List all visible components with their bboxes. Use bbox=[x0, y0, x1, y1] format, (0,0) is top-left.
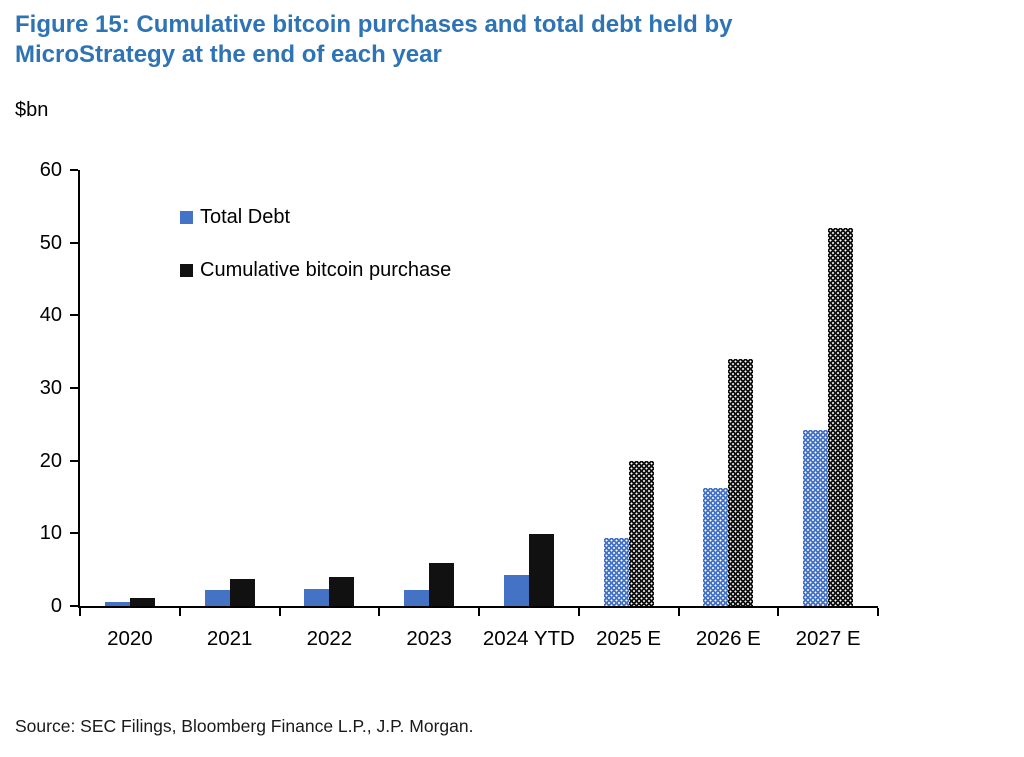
y-axis-tick-label: 60 bbox=[39, 159, 62, 181]
y-axis-tick bbox=[70, 532, 78, 535]
bar-total-debt-2020 bbox=[104, 602, 130, 606]
bar-total-debt-2023 bbox=[404, 590, 430, 606]
x-axis-tick bbox=[877, 608, 879, 616]
x-axis-label-2021: 2021 bbox=[206, 627, 253, 650]
bar-cumulative-bitcoin-purchase-2023 bbox=[429, 563, 455, 606]
y-axis-tick-label: 30 bbox=[39, 377, 62, 399]
plot-area: Total Debt Cumulative bitcoin purchase 0 1… bbox=[40, 159, 879, 650]
x-axis-tick bbox=[677, 608, 680, 616]
bar-cumulative-bitcoin-purchase-2024-ytd bbox=[528, 534, 554, 606]
bar-cumulative-bitcoin-purchase-2025-e bbox=[628, 460, 654, 606]
y-axis-tick-label: 10 bbox=[39, 522, 62, 545]
bar-total-debt-2025-e bbox=[603, 538, 629, 606]
x-axis-tick bbox=[178, 608, 181, 616]
legend-item-cumulative-bitcoin-purchase: Cumulative bitcoin purchase bbox=[180, 259, 451, 282]
x-axis-tick bbox=[577, 608, 580, 616]
x-axis-label-2020: 2020 bbox=[107, 627, 153, 650]
x-axis-label-2025-e: 2025 E bbox=[596, 627, 662, 650]
x-axis-tick bbox=[79, 608, 81, 616]
bar-total-debt-2027-e bbox=[803, 430, 829, 606]
bar-cumulative-bitcoin-purchase-2027-e bbox=[828, 228, 854, 606]
legend-item-total-debt: Total Debt bbox=[180, 206, 451, 229]
x-axis-label-2023: 2023 bbox=[406, 627, 452, 650]
y-axis-tick bbox=[70, 241, 78, 244]
x-axis-label-2027-e: 2027 E bbox=[795, 627, 861, 650]
y-axis-tick bbox=[70, 605, 78, 607]
legend-label-total-debt: Total Debt bbox=[200, 206, 291, 228]
legend-label-cumulative-bitcoin-purchase: Cumulative bitcoin purchase bbox=[200, 259, 452, 281]
x-axis-tick bbox=[777, 608, 780, 616]
bar-cumulative-bitcoin-purchase-2026-e bbox=[728, 358, 754, 606]
bar-total-debt-2022 bbox=[304, 588, 330, 606]
bar-total-debt-2026-e bbox=[703, 487, 729, 606]
legend: Total Debt Cumulative bitcoin purchase bbox=[180, 206, 451, 282]
x-axis-tick bbox=[278, 608, 281, 616]
figure-title: Figure 15: Cumulative bitcoin purchases … bbox=[15, 11, 733, 68]
y-axis-tick bbox=[70, 459, 78, 462]
x-axis-label-2022: 2022 bbox=[306, 627, 353, 650]
y-axis-tick bbox=[70, 169, 78, 171]
y-axis-tick-label: 50 bbox=[39, 231, 62, 254]
bar-cumulative-bitcoin-purchase-2021 bbox=[229, 579, 255, 606]
legend-swatch-total-debt bbox=[180, 211, 193, 224]
y-axis-tick-label: 40 bbox=[39, 304, 62, 327]
bar-total-debt-2024-ytd bbox=[503, 574, 529, 606]
x-axis-tick bbox=[478, 608, 480, 616]
x-axis-label-2026-e: 2026 E bbox=[695, 627, 761, 650]
source-note: Source: SEC Filings, Bloomberg Finance L… bbox=[15, 716, 474, 736]
bar-cumulative-bitcoin-purchase-2020 bbox=[129, 598, 155, 606]
y-axis-tick-label: 20 bbox=[39, 449, 62, 472]
y-axis-tick bbox=[70, 387, 78, 389]
legend-swatch-cumulative-bitcoin-purchase bbox=[180, 264, 193, 277]
bar-total-debt-2021 bbox=[204, 590, 230, 606]
y-axis-tick bbox=[70, 314, 78, 317]
x-axis-label-2024-ytd: 2024 YTD bbox=[482, 627, 575, 650]
x-axis-tick bbox=[378, 608, 381, 616]
y-axis-tick-label: 0 bbox=[50, 595, 62, 617]
y-axis-unit-label: $bn bbox=[15, 99, 49, 121]
bar-cumulative-bitcoin-purchase-2022 bbox=[329, 576, 355, 606]
